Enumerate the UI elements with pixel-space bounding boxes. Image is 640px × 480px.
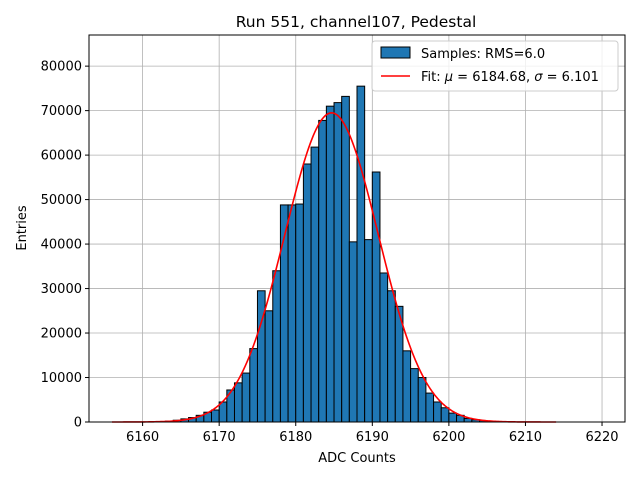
y-tick-label: 20000 bbox=[41, 327, 82, 342]
x-tick-label: 6210 bbox=[509, 430, 542, 445]
chart-title: Run 551, channel107, Pedestal bbox=[236, 13, 477, 31]
histogram-bar bbox=[379, 272, 389, 423]
y-tick-label: 10000 bbox=[41, 371, 82, 386]
histogram-bar bbox=[440, 407, 450, 423]
plot-frame bbox=[88, 34, 626, 423]
histogram-bar bbox=[333, 102, 343, 423]
y-tick-label: 70000 bbox=[41, 104, 82, 119]
legend-label-fit: Fit: μ = 6184.68, σ = 6.101 bbox=[421, 70, 599, 85]
histogram-bar bbox=[318, 119, 327, 423]
histogram-bar bbox=[249, 348, 258, 423]
histogram-bar bbox=[218, 401, 228, 423]
legend-mu-value: 6184.68 bbox=[472, 70, 526, 85]
x-tick-label: 6220 bbox=[585, 430, 618, 445]
y-tick-label: 30000 bbox=[41, 282, 82, 297]
gaussian-fit-curve bbox=[111, 112, 557, 423]
x-tick-label: 6160 bbox=[126, 430, 159, 445]
histogram-bar bbox=[371, 171, 381, 423]
y-tick-label: 50000 bbox=[41, 193, 82, 208]
histogram-bar bbox=[433, 401, 442, 423]
histogram-bar bbox=[348, 241, 358, 423]
histogram-bar bbox=[211, 409, 220, 423]
y-tick-label: 0 bbox=[74, 416, 82, 431]
histogram-bar bbox=[241, 372, 251, 423]
legend-box bbox=[371, 40, 619, 92]
x-tick-label: 6170 bbox=[203, 430, 236, 445]
histogram-bar bbox=[233, 382, 243, 423]
legend: Samples: RMS=6.0 Fit: μ = 6184.68, σ = 6… bbox=[371, 40, 619, 92]
histogram-bar bbox=[410, 368, 419, 423]
x-axis-label: ADC Counts bbox=[318, 451, 396, 466]
histogram-bar bbox=[272, 270, 281, 423]
legend-swatch-samples bbox=[380, 46, 411, 59]
legend-sep: , bbox=[526, 70, 534, 85]
y-axis-ticks: 0 10000 20000 30000 40000 50000 60000 70000 8000… bbox=[41, 60, 89, 431]
x-tick-label: 6190 bbox=[356, 430, 389, 445]
y-tick-label: 80000 bbox=[41, 60, 82, 75]
legend-fit-prefix: Fit: bbox=[421, 70, 445, 85]
legend-mu-symbol: μ bbox=[444, 70, 453, 85]
histogram-bar bbox=[364, 239, 373, 423]
y-axis-label: Entries bbox=[15, 205, 30, 251]
y-tick-label: 60000 bbox=[41, 149, 82, 164]
histogram-bar bbox=[402, 350, 412, 423]
histogram-bar bbox=[264, 310, 274, 423]
legend-label-samples: Samples: RMS=6.0 bbox=[421, 47, 545, 62]
x-tick-label: 6180 bbox=[279, 430, 312, 445]
legend-eq-1: = bbox=[453, 70, 472, 85]
histogram-bar bbox=[310, 146, 320, 423]
y-tick-label: 40000 bbox=[41, 238, 82, 253]
legend-eq-2: = bbox=[543, 70, 562, 85]
legend-sigma-value: 6.101 bbox=[562, 70, 599, 85]
histogram-bar bbox=[387, 290, 396, 423]
legend-sigma-symbol: σ bbox=[534, 70, 543, 85]
histogram-bar bbox=[341, 95, 350, 423]
x-tick-label: 6200 bbox=[432, 430, 465, 445]
histogram-bar bbox=[287, 204, 297, 423]
histogram-bar bbox=[448, 412, 458, 423]
histogram-bar bbox=[425, 392, 435, 423]
histogram-bar bbox=[302, 163, 312, 423]
histogram-bar bbox=[295, 203, 304, 423]
histogram-bar bbox=[325, 105, 335, 423]
histogram-bar bbox=[256, 290, 266, 423]
histogram-bar bbox=[417, 377, 427, 423]
histogram-bar bbox=[356, 85, 366, 423]
x-axis-ticks: 6160 6170 6180 6190 6200 6210 6220 bbox=[126, 422, 619, 445]
